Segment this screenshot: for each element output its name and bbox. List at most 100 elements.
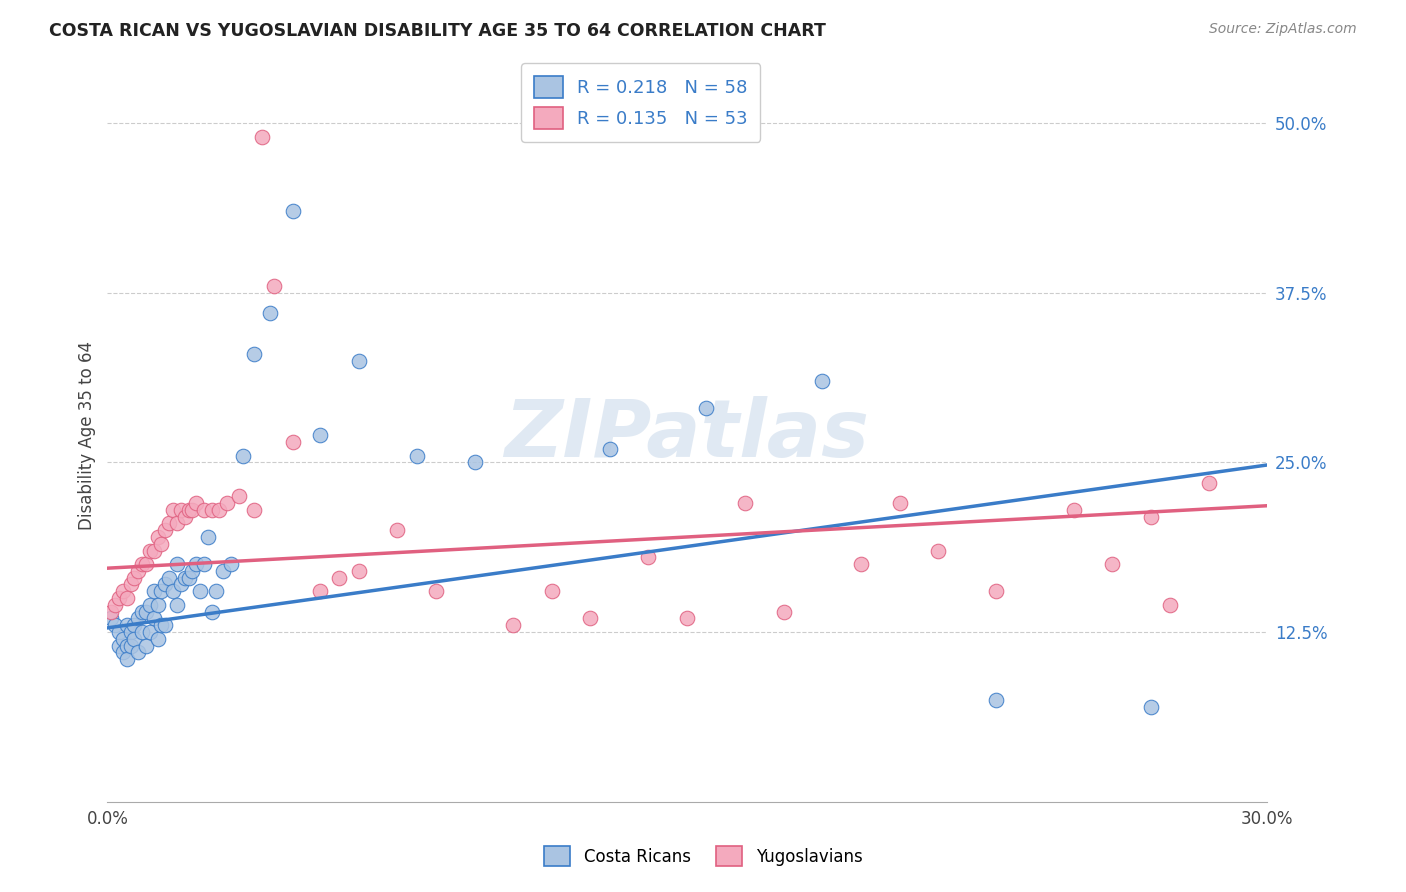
- Point: [889, 496, 911, 510]
- Point: [104, 598, 127, 612]
- Point: [243, 503, 266, 517]
- Point: [347, 353, 370, 368]
- Point: [115, 618, 138, 632]
- Point: [135, 557, 157, 571]
- Point: [197, 530, 219, 544]
- Point: [111, 584, 134, 599]
- Point: [150, 618, 173, 632]
- Point: [188, 584, 211, 599]
- Point: [146, 598, 169, 612]
- Point: [139, 624, 162, 639]
- Point: [811, 374, 834, 388]
- Point: [695, 401, 717, 415]
- Point: [328, 571, 350, 585]
- Text: ZIPatlas: ZIPatlas: [505, 396, 869, 475]
- Point: [181, 503, 204, 517]
- Point: [347, 564, 370, 578]
- Point: [135, 605, 157, 619]
- Point: [1063, 503, 1085, 517]
- Point: [157, 516, 180, 531]
- Point: [281, 434, 304, 449]
- Point: [100, 611, 122, 625]
- Point: [142, 543, 165, 558]
- Point: [166, 516, 188, 531]
- Point: [111, 632, 134, 646]
- Point: [186, 557, 208, 571]
- Point: [243, 347, 266, 361]
- Point: [115, 652, 138, 666]
- Point: [124, 632, 146, 646]
- Point: [108, 624, 131, 639]
- Point: [986, 584, 1008, 599]
- Point: [263, 279, 285, 293]
- Point: [193, 503, 215, 517]
- Point: [142, 584, 165, 599]
- Point: [1140, 509, 1163, 524]
- Point: [405, 449, 427, 463]
- Point: [157, 571, 180, 585]
- Point: [1140, 699, 1163, 714]
- Point: [425, 584, 447, 599]
- Point: [166, 557, 188, 571]
- Point: [281, 204, 304, 219]
- Point: [120, 639, 142, 653]
- Text: COSTA RICAN VS YUGOSLAVIAN DISABILITY AGE 35 TO 64 CORRELATION CHART: COSTA RICAN VS YUGOSLAVIAN DISABILITY AG…: [49, 22, 827, 40]
- Point: [177, 503, 200, 517]
- Point: [131, 624, 153, 639]
- Point: [173, 509, 195, 524]
- Point: [599, 442, 621, 456]
- Point: [155, 577, 177, 591]
- Point: [579, 611, 602, 625]
- Point: [120, 577, 142, 591]
- Point: [111, 645, 134, 659]
- Point: [131, 557, 153, 571]
- Point: [540, 584, 562, 599]
- Point: [208, 503, 231, 517]
- Point: [170, 577, 193, 591]
- Point: [166, 598, 188, 612]
- Point: [150, 537, 173, 551]
- Point: [146, 530, 169, 544]
- Point: [228, 489, 250, 503]
- Point: [204, 584, 226, 599]
- Point: [676, 611, 699, 625]
- Point: [155, 523, 177, 537]
- Point: [927, 543, 949, 558]
- Point: [309, 584, 332, 599]
- Point: [201, 503, 224, 517]
- Point: [115, 591, 138, 605]
- Point: [173, 571, 195, 585]
- Point: [463, 455, 485, 469]
- Point: [186, 496, 208, 510]
- Point: [387, 523, 409, 537]
- Point: [100, 605, 122, 619]
- Point: [104, 618, 127, 632]
- Point: [146, 632, 169, 646]
- Point: [259, 306, 281, 320]
- Point: [986, 693, 1008, 707]
- Point: [124, 618, 146, 632]
- Point: [734, 496, 756, 510]
- Point: [849, 557, 872, 571]
- Point: [212, 564, 235, 578]
- Point: [170, 503, 193, 517]
- Point: [177, 571, 200, 585]
- Legend: Costa Ricans, Yugoslavians: Costa Ricans, Yugoslavians: [537, 839, 869, 873]
- Point: [772, 605, 794, 619]
- Point: [193, 557, 215, 571]
- Point: [1159, 598, 1181, 612]
- Point: [309, 428, 332, 442]
- Point: [108, 639, 131, 653]
- Point: [1198, 475, 1220, 490]
- Point: [127, 645, 149, 659]
- Point: [162, 584, 184, 599]
- Point: [142, 611, 165, 625]
- Y-axis label: Disability Age 35 to 64: Disability Age 35 to 64: [79, 341, 96, 530]
- Point: [124, 571, 146, 585]
- Point: [150, 584, 173, 599]
- Point: [1101, 557, 1123, 571]
- Legend: R = 0.218   N = 58, R = 0.135   N = 53: R = 0.218 N = 58, R = 0.135 N = 53: [522, 63, 761, 142]
- Point: [139, 543, 162, 558]
- Point: [108, 591, 131, 605]
- Point: [120, 624, 142, 639]
